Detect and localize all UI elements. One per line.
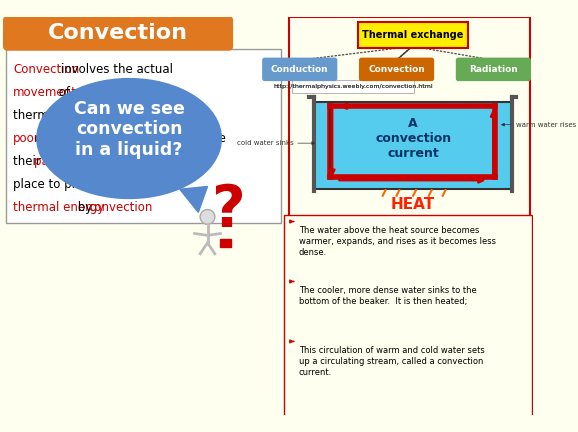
Text: The water above the heat source becomes: The water above the heat source becomes xyxy=(299,226,479,235)
FancyBboxPatch shape xyxy=(6,49,281,223)
Ellipse shape xyxy=(37,79,221,198)
Text: current.: current. xyxy=(299,368,332,377)
FancyBboxPatch shape xyxy=(263,58,336,80)
Text: are: are xyxy=(150,109,173,122)
Text: up a circulating stream, called a convection: up a circulating stream, called a convec… xyxy=(299,357,483,366)
Text: Convection: Convection xyxy=(368,65,425,74)
FancyBboxPatch shape xyxy=(286,17,530,415)
Text: ?: ? xyxy=(212,182,246,239)
Text: convection: convection xyxy=(88,201,153,214)
Text: particles are free: particles are free xyxy=(34,155,135,168)
Text: poor: poor xyxy=(13,132,40,145)
Text: their: their xyxy=(13,155,45,168)
FancyBboxPatch shape xyxy=(3,17,232,50)
Text: by: by xyxy=(73,201,95,214)
Text: http://thermalphysics.weebly.com/convection.html: http://thermalphysics.weebly.com/convect… xyxy=(273,84,433,89)
Text: to move from: to move from xyxy=(101,155,184,168)
Text: bottom of the beaker.  It is then heated;: bottom of the beaker. It is then heated; xyxy=(299,297,467,306)
Text: and: and xyxy=(108,109,138,122)
Text: conductors of heat, but because: conductors of heat, but because xyxy=(31,132,225,145)
Text: A
convection
current: A convection current xyxy=(375,117,451,160)
Text: Can we see
convection
in a liquid?: Can we see convection in a liquid? xyxy=(73,99,184,159)
Text: Thermal exchange: Thermal exchange xyxy=(362,30,463,40)
Circle shape xyxy=(200,210,215,224)
Text: gases: gases xyxy=(128,109,162,122)
Text: involves the actual: involves the actual xyxy=(57,63,173,76)
Text: .: . xyxy=(131,201,135,214)
FancyBboxPatch shape xyxy=(358,22,468,48)
FancyBboxPatch shape xyxy=(313,102,512,189)
Text: thermal energy.: thermal energy. xyxy=(13,109,114,122)
Text: The cooler, more dense water sinks to the: The cooler, more dense water sinks to th… xyxy=(299,286,476,295)
Text: thermal energy: thermal energy xyxy=(13,201,104,214)
FancyBboxPatch shape xyxy=(360,58,434,80)
FancyBboxPatch shape xyxy=(288,17,530,219)
FancyBboxPatch shape xyxy=(284,215,532,417)
Text: cold water sinks: cold water sinks xyxy=(236,140,293,146)
Polygon shape xyxy=(180,187,208,212)
Text: warmer, expands, and rises as it becomes less: warmer, expands, and rises as it becomes… xyxy=(299,237,496,246)
Text: Convection: Convection xyxy=(13,63,79,76)
Text: dense.: dense. xyxy=(299,248,327,257)
Text: This circulation of warm and cold water sets: This circulation of warm and cold water … xyxy=(299,346,484,355)
Text: movement: movement xyxy=(13,86,77,99)
FancyBboxPatch shape xyxy=(220,239,231,248)
FancyBboxPatch shape xyxy=(457,58,530,80)
Text: transfer: transfer xyxy=(118,178,165,191)
Text: Convection: Convection xyxy=(48,23,188,43)
Text: place to place so they can: place to place so they can xyxy=(13,178,172,191)
Text: warm water rises: warm water rises xyxy=(517,122,577,128)
FancyBboxPatch shape xyxy=(292,80,414,93)
Text: of particles to carry: of particles to carry xyxy=(55,86,175,99)
Text: http://thermalphysics.weebly.com/convection.html: http://thermalphysics.weebly.com/convect… xyxy=(273,84,433,89)
Text: Radiation: Radiation xyxy=(469,65,518,74)
Text: Conduction: Conduction xyxy=(271,65,328,74)
Text: Liquids: Liquids xyxy=(80,109,122,122)
Text: HEAT: HEAT xyxy=(391,197,435,213)
